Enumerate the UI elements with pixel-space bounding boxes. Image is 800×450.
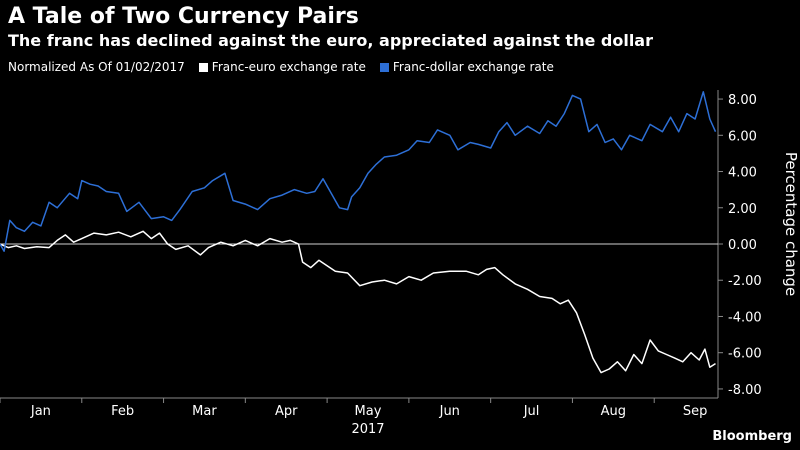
y-tick-label: 6.00 [728, 129, 757, 144]
x-tick-label: Jul [523, 404, 540, 419]
y-tick-label: -8.00 [728, 383, 762, 398]
legend-swatch-franc-euro [198, 62, 208, 72]
legend: Normalized As Of 01/02/2017 Franc-euro e… [8, 60, 554, 74]
y-axis-label: Percentage change [782, 152, 800, 296]
x-tick-label: Mar [192, 404, 217, 419]
x-tick-label: Sep [683, 404, 708, 419]
series-line-franc-dollar [0, 91, 717, 252]
x-tick-label: Jun [439, 404, 460, 419]
x-year-label: 2017 [351, 422, 384, 437]
legend-label-franc-dollar: Franc-dollar exchange rate [392, 60, 554, 74]
bloomberg-logo: Bloomberg [712, 429, 792, 444]
y-tick-label: -2.00 [728, 274, 762, 289]
x-tick-label: May [355, 404, 382, 419]
x-tick-label: Apr [275, 404, 298, 419]
y-tick-label: 8.00 [728, 93, 757, 108]
y-tick-label: 2.00 [728, 202, 757, 217]
y-tick-label: -6.00 [728, 347, 762, 362]
legend-label-franc-euro: Franc-euro exchange rate [211, 60, 366, 74]
chart-title: A Tale of Two Currency Pairs [8, 4, 359, 29]
y-tick-label: 0.00 [728, 238, 757, 253]
legend-normalization-note: Normalized As Of 01/02/2017 [8, 60, 185, 74]
series-line-franc-euro [0, 230, 716, 374]
chart-subtitle: The franc has declined against the euro,… [8, 31, 653, 50]
x-tick-label: Jan [30, 404, 51, 419]
legend-swatch-franc-dollar [379, 62, 389, 72]
legend-item-franc-dollar: Franc-dollar exchange rate [379, 60, 554, 74]
x-tick-label: Feb [111, 404, 134, 419]
x-tick-label: Aug [601, 404, 626, 419]
y-tick-label: -4.00 [728, 310, 762, 325]
y-tick-label: 4.00 [728, 166, 757, 181]
legend-item-franc-euro: Franc-euro exchange rate [198, 60, 366, 74]
